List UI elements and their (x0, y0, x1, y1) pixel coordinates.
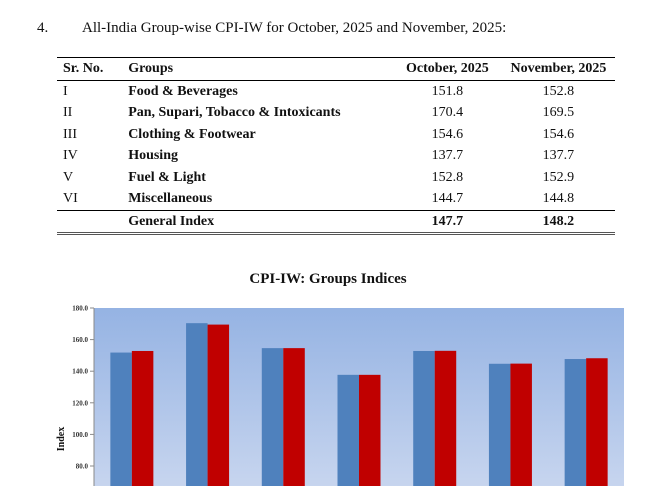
cell-october: 170.4 (431, 105, 464, 120)
bar-november-pan-supari-tobacco-intoxicants (207, 324, 230, 486)
col-header-october: October, 2025 (406, 61, 489, 76)
bar-october-miscellaneous (488, 363, 511, 486)
cell-november: 152.8 (542, 83, 575, 99)
cell-group: Miscellaneous (128, 191, 213, 206)
bar-november-clothing-footwear (283, 348, 305, 486)
cell-november: 152.9 (542, 169, 575, 185)
cell-group: Pan, Supari, Tobacco & Intoxicants (128, 105, 341, 120)
y-axis-label: Index (56, 427, 67, 451)
bar-october-food-beverages (110, 352, 132, 486)
bar-october-fuel-light (413, 350, 435, 486)
cell-november: 154.6 (542, 126, 575, 142)
table-total-row: General Index 147.7 148.2 (57, 210, 615, 234)
group-indices-bar-chart: 180.0 160.0 140.0 120.0 100.0 80.0 Index (56, 305, 624, 486)
cell-sr-no (57, 210, 128, 234)
section-number: 4. (37, 20, 49, 36)
chart-title: CPI-IW: Groups Indices (249, 271, 407, 287)
cell-sr-no: IV (63, 148, 78, 163)
bar-october-general-index (564, 359, 587, 486)
cell-group: Clothing & Footwear (128, 126, 256, 142)
cpi-group-table: Sr. No. Groups October, 2025 November, 2… (57, 57, 615, 235)
table-row: VI Miscellaneous 144.7 144.8 (57, 188, 615, 210)
bar-november-miscellaneous (510, 363, 532, 486)
cell-november: 144.8 (542, 191, 575, 206)
y-tick-label: 120.0 (72, 399, 88, 407)
table-row: V Fuel & Light 152.8 152.9 (57, 167, 615, 189)
bar-october-clothing-footwear (261, 348, 284, 486)
bar-october-housing (337, 374, 359, 486)
cell-sr-no: V (63, 169, 74, 185)
col-header-november: November, 2025 (510, 61, 607, 76)
cell-november: 169.5 (542, 105, 575, 120)
table-row: II Pan, Supari, Tobacco & Intoxicants 17… (57, 102, 615, 124)
cell-group: Housing (128, 148, 178, 163)
y-tick-label: 180.0 (72, 305, 88, 313)
cell-october-total: 147.7 (431, 213, 464, 229)
bar-november-fuel-light (434, 350, 457, 486)
y-tick-label: 100.0 (72, 431, 88, 439)
bar-october-pan-supari-tobacco-intoxicants (186, 323, 208, 486)
cell-november-total: 148.2 (542, 213, 575, 229)
cell-october: 137.7 (431, 148, 464, 163)
cell-november: 137.7 (542, 148, 575, 163)
cell-sr-no: II (63, 105, 73, 120)
cell-october: 144.7 (431, 191, 464, 206)
cell-group: Food & Beverages (128, 83, 238, 99)
y-tick-label: 160.0 (72, 336, 88, 344)
table-row: IV Housing 137.7 137.7 (57, 145, 615, 167)
col-header-groups: Groups (128, 61, 174, 76)
section-title: All-India Group-wise CPI-IW for October,… (82, 20, 507, 36)
y-tick-label: 140.0 (72, 368, 88, 376)
table-header-row: Sr. No. Groups October, 2025 November, 2… (57, 57, 615, 80)
cell-group: Fuel & Light (128, 169, 206, 185)
bar-november-food-beverages (131, 350, 154, 486)
y-tick-label: 80.0 (76, 463, 89, 471)
bar-november-general-index (586, 358, 608, 486)
table-row: I Food & Beverages 151.8 152.8 (57, 80, 615, 102)
cell-october: 154.6 (431, 126, 464, 142)
table-row: III Clothing & Footwear 154.6 154.6 (57, 124, 615, 146)
cell-group-general-index: General Index (128, 213, 215, 229)
col-header-sr-no: Sr. No. (63, 61, 104, 76)
bar-november-housing (359, 374, 381, 486)
cell-sr-no: VI (63, 191, 78, 206)
cell-sr-no: III (63, 126, 77, 142)
cell-october: 151.8 (431, 83, 464, 99)
cell-october: 152.8 (431, 169, 464, 185)
cell-sr-no: I (63, 83, 68, 99)
